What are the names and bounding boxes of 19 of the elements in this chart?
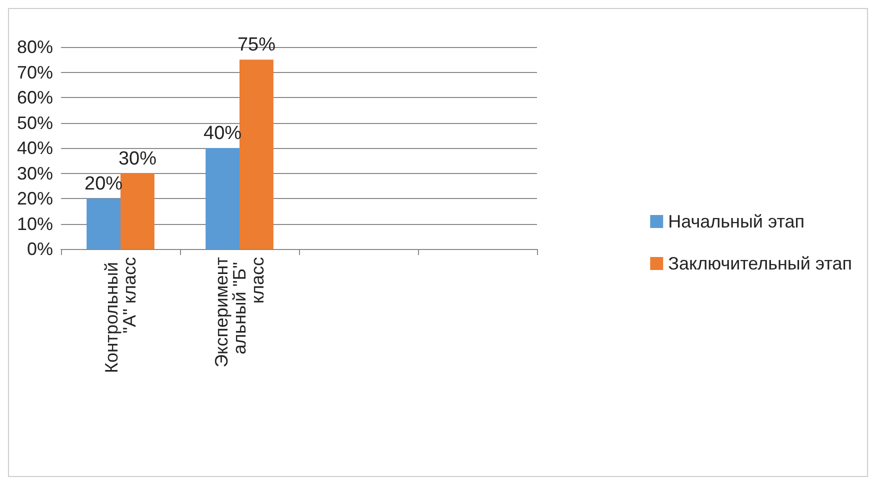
y-tick-label: 60% [16,88,53,108]
bar [206,148,240,249]
bar [120,173,154,249]
data-label: 75% [237,34,276,56]
legend-label: Начальный этап [668,212,805,232]
y-tick-label: 80% [16,37,53,57]
data-label: 30% [118,148,157,170]
legend-label: Заключительный этап [668,254,852,274]
x-tick-label: Экспериментальный "Б" класс [212,257,268,368]
y-tick-label: 70% [16,62,53,82]
y-tick-label: 0% [26,239,53,259]
x-tick-label: Контрольный "А" класс [102,257,140,374]
y-tick-label: 20% [16,188,53,208]
y-tick-label: 10% [16,214,53,234]
y-tick-label: 30% [16,163,53,184]
bar [240,60,274,249]
y-tick-label: 40% [16,138,53,158]
bar [86,198,120,249]
y-tick-label: 50% [16,112,53,133]
